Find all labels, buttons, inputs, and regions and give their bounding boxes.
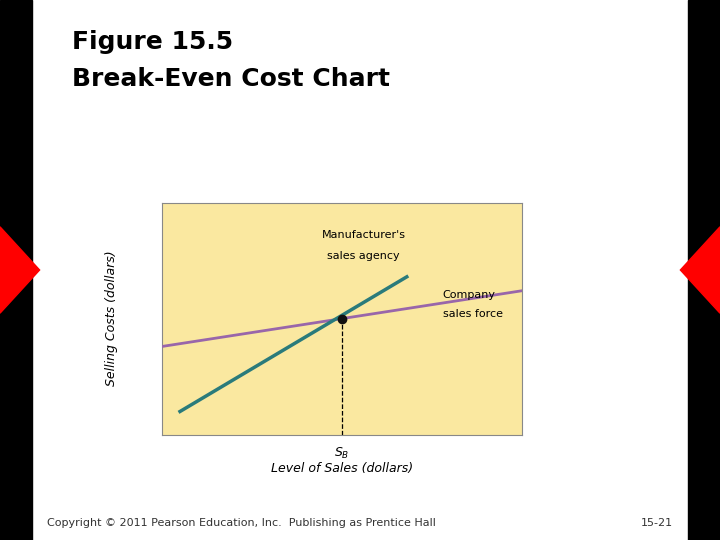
Text: Level of Sales (dollars): Level of Sales (dollars) [271,462,413,475]
Text: sales force: sales force [443,309,503,319]
Text: Manufacturer's: Manufacturer's [322,230,405,240]
Text: Figure 15.5: Figure 15.5 [72,30,233,53]
Text: Break-Even Cost Chart: Break-Even Cost Chart [72,68,390,91]
Text: Company: Company [443,291,496,300]
Text: Copyright © 2011 Pearson Education, Inc.  Publishing as Prentice Hall: Copyright © 2011 Pearson Education, Inc.… [47,518,436,528]
Text: 15-21: 15-21 [641,518,673,528]
Text: Selling Costs (dollars): Selling Costs (dollars) [105,251,118,387]
Text: $S_B$: $S_B$ [334,446,350,461]
Text: sales agency: sales agency [328,251,400,261]
